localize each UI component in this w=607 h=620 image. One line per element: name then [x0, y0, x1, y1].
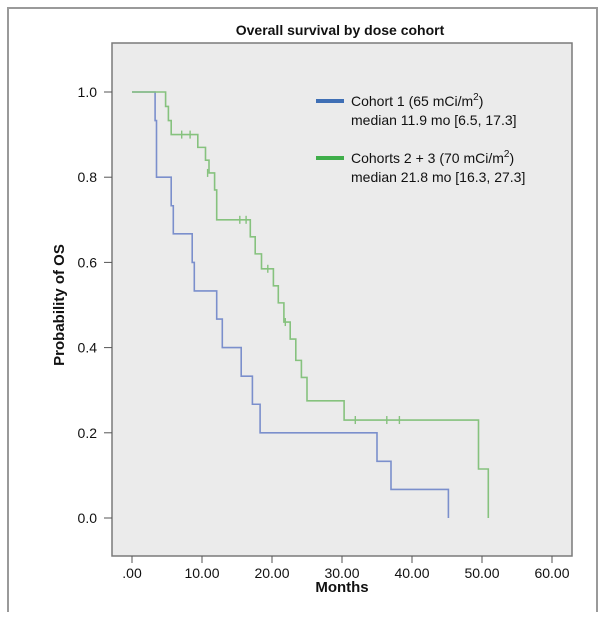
y-tick-label: 0.6: [78, 254, 98, 270]
legend-label-text: Cohort 1 (65 mCi/m: [351, 93, 473, 109]
survival-curve-2: [132, 91, 490, 518]
x-tick-label: 20.00: [254, 565, 289, 581]
x-tick-label: .00: [122, 565, 142, 581]
x-axis: .00 10.00 20.00 30.00 40.00 50.00 60.00: [122, 556, 570, 581]
legend-label-superscript: 2: [473, 92, 479, 103]
x-tick-label: 40.00: [394, 565, 429, 581]
y-tick-label: 0.4: [78, 340, 98, 356]
y-tick-label: 0.8: [78, 169, 98, 185]
legend-median-2: median 21.8 mo [16.3, 27.3]: [351, 169, 525, 185]
series-layer: [132, 91, 490, 518]
figure-frame: [7, 7, 598, 612]
legend-label-close: ): [509, 150, 514, 166]
legend: Cohort 1 (65 mCi/m2)median 11.9 mo [6.5,…: [316, 92, 525, 185]
chart-title: Overall survival by dose cohort: [236, 22, 445, 38]
legend-label-2: Cohorts 2 + 3 (70 mCi/m2): [351, 149, 514, 166]
y-tick-label: 0.2: [78, 425, 98, 441]
legend-median-1: median 11.9 mo [6.5, 17.3]: [351, 112, 517, 128]
y-axis: 0.0 0.2 0.4 0.6 0.8 1.0: [78, 84, 112, 526]
legend-label-superscript: 2: [504, 149, 510, 160]
x-tick-label: 60.00: [534, 565, 569, 581]
y-tick-label: 0.0: [78, 510, 98, 526]
x-tick-label: 30.00: [324, 565, 359, 581]
legend-label-text: Cohorts 2 + 3 (70 mCi/m: [351, 150, 504, 166]
x-tick-label: 50.00: [464, 565, 499, 581]
y-axis-title: Probability of OS: [51, 244, 68, 366]
legend-label-close: ): [479, 93, 484, 109]
survival-curve-1: [132, 91, 450, 518]
x-axis-title: Months: [315, 579, 368, 596]
x-tick-label: 10.00: [184, 565, 219, 581]
y-tick-label: 1.0: [78, 84, 98, 100]
legend-label-1: Cohort 1 (65 mCi/m2): [351, 92, 483, 109]
